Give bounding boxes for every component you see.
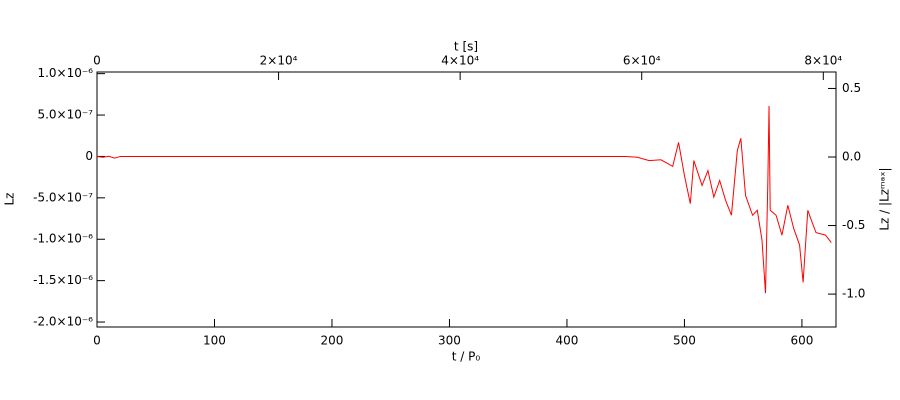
x-tick-label: 500 [673, 334, 696, 348]
y-tick-label: -1.5×10⁻⁶ [33, 273, 93, 287]
y-tick-label: 5.0×10⁻⁷ [37, 108, 93, 122]
x-tick-label: 0 [93, 334, 101, 348]
y2-tick-label: 0.5 [842, 81, 861, 95]
data-line [96, 105, 832, 294]
x2-tick-label: 2×10⁴ [260, 54, 298, 68]
x2-tick-label: 4×10⁴ [441, 54, 479, 68]
y-axis-label: Lz [3, 193, 17, 206]
x-tick-label: 100 [203, 334, 226, 348]
x-tick-label: 400 [555, 334, 578, 348]
y2-tick-label: -0.5 [842, 218, 865, 232]
y-tick-label: 0 [85, 149, 93, 163]
x2-tick-label: 8×10⁴ [804, 54, 842, 68]
y-tick-label: -5.0×10⁻⁷ [33, 190, 93, 204]
x-tick-label: 300 [438, 334, 461, 348]
x2-axis-label: t [s] [454, 40, 478, 54]
y2-tick-label: -1.0 [842, 287, 865, 301]
x2-tick-label: 0 [93, 54, 101, 68]
y-tick-label: 1.0×10⁻⁶ [37, 66, 93, 80]
x2-tick-label: 6×10⁴ [623, 54, 661, 68]
plot-frame [96, 71, 837, 328]
x-axis-label: t / P₀ [452, 350, 481, 364]
x-tick-label: 200 [321, 334, 344, 348]
y2-axis-label: Lz / |Lzᵐᵃˣ| [878, 167, 892, 230]
x-tick-label: 600 [790, 334, 813, 348]
y-tick-label: -1.0×10⁻⁶ [33, 232, 93, 246]
y-tick-label: -2.0×10⁻⁶ [33, 315, 93, 329]
y2-tick-label: 0.0 [842, 150, 861, 164]
